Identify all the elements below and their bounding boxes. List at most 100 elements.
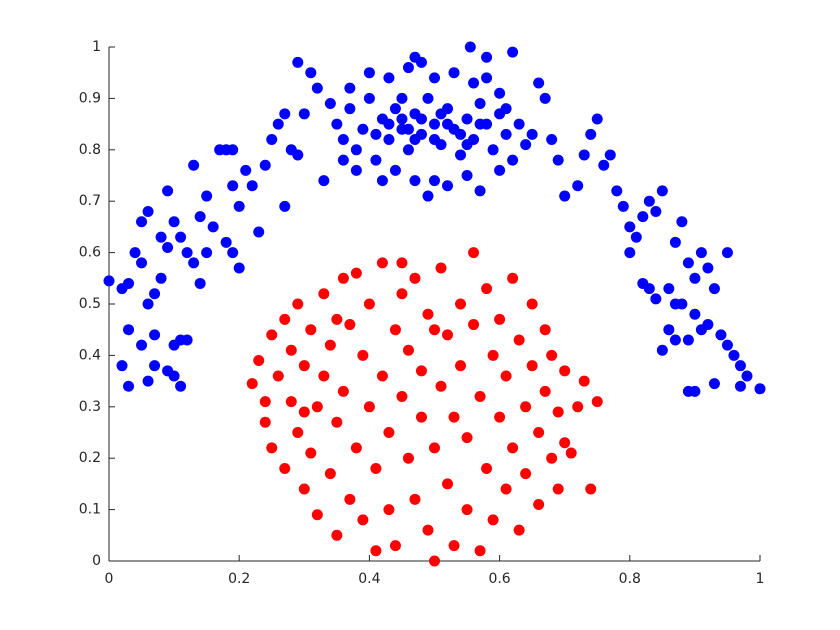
point [389, 324, 401, 336]
point [500, 128, 512, 140]
point [500, 103, 512, 115]
point [429, 324, 440, 336]
point [708, 283, 720, 295]
point [591, 113, 603, 125]
point [201, 190, 213, 202]
point [181, 247, 193, 259]
point [650, 293, 662, 305]
point [728, 349, 740, 361]
point [487, 349, 499, 361]
point [370, 462, 382, 474]
point [474, 185, 486, 197]
point [357, 123, 369, 135]
point [474, 118, 486, 130]
point [507, 46, 519, 58]
point [734, 360, 746, 372]
point [487, 144, 499, 156]
point [136, 257, 148, 269]
point [376, 370, 388, 382]
point [155, 231, 167, 243]
point [500, 370, 512, 382]
point [272, 370, 284, 382]
point [422, 308, 434, 320]
point [324, 468, 336, 480]
point [305, 324, 317, 336]
point [155, 272, 167, 284]
point [507, 272, 519, 284]
point [370, 128, 382, 140]
point [487, 514, 499, 526]
point [585, 483, 597, 495]
point [123, 277, 135, 289]
point [116, 360, 128, 372]
point [233, 200, 245, 212]
point [389, 540, 401, 552]
point [344, 493, 356, 505]
point [513, 118, 525, 130]
point [409, 134, 421, 146]
point [389, 164, 401, 176]
point [246, 180, 258, 192]
point [474, 98, 486, 110]
point [409, 272, 421, 284]
point [448, 540, 460, 552]
point [292, 149, 304, 161]
point [494, 87, 506, 99]
point [461, 504, 473, 516]
point [376, 257, 388, 269]
point [324, 339, 336, 351]
point [689, 385, 701, 397]
point [539, 92, 551, 104]
point [422, 190, 434, 202]
point [468, 77, 480, 89]
point [702, 319, 714, 331]
point [402, 144, 414, 156]
x-tick-label: 1 [756, 571, 765, 587]
point [435, 108, 447, 120]
point [136, 339, 148, 351]
x-tick-label: 0.4 [358, 571, 380, 587]
point [669, 298, 681, 310]
point [682, 334, 694, 346]
point [494, 411, 506, 423]
point [142, 205, 154, 217]
point [402, 123, 414, 135]
y-tick-label: 0.9 [79, 90, 101, 106]
point [149, 288, 161, 300]
point [266, 442, 278, 454]
point [464, 41, 476, 53]
x-tick-label: 0.2 [228, 571, 250, 587]
point [383, 134, 395, 146]
point [331, 313, 343, 325]
point [461, 113, 473, 125]
point [624, 247, 636, 259]
point [188, 257, 200, 269]
point [481, 72, 493, 84]
point [350, 442, 362, 454]
point [552, 483, 564, 495]
point [429, 118, 440, 130]
point [370, 154, 382, 166]
point [455, 128, 467, 140]
point [279, 313, 291, 325]
point [142, 298, 154, 310]
point [376, 175, 388, 187]
point [643, 283, 655, 295]
point [604, 149, 616, 161]
point [415, 365, 427, 377]
point [669, 334, 681, 346]
x-tick-label: 0.8 [619, 571, 641, 587]
point [350, 164, 362, 176]
point [396, 113, 408, 125]
point [253, 355, 265, 367]
point [734, 380, 746, 392]
point [630, 231, 642, 243]
point [396, 391, 408, 403]
point [455, 149, 467, 161]
point [136, 216, 148, 228]
point [448, 411, 460, 423]
point [415, 411, 427, 423]
point [611, 185, 623, 197]
point [559, 190, 571, 202]
point [663, 283, 675, 295]
